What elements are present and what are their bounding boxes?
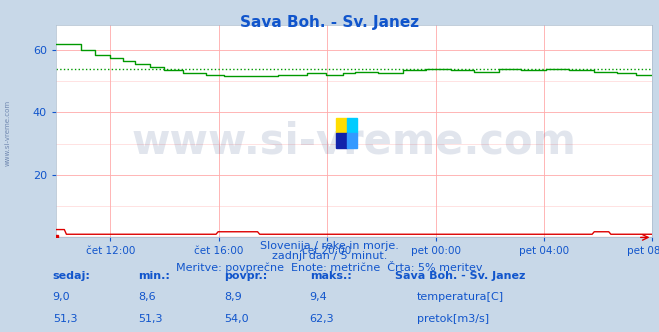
Text: www.si-vreme.com: www.si-vreme.com <box>132 121 577 163</box>
Text: 9,0: 9,0 <box>53 292 71 302</box>
Text: pretok[m3/s]: pretok[m3/s] <box>417 314 489 324</box>
Text: Slovenija / reke in morje.: Slovenija / reke in morje. <box>260 241 399 251</box>
Text: 8,9: 8,9 <box>224 292 242 302</box>
Text: temperatura[C]: temperatura[C] <box>417 292 504 302</box>
Text: sedaj:: sedaj: <box>53 271 90 281</box>
Text: zadnji dan / 5 minut.: zadnji dan / 5 minut. <box>272 251 387 261</box>
Bar <box>336 119 347 133</box>
Text: 51,3: 51,3 <box>138 314 163 324</box>
Text: Sava Boh. - Sv. Janez: Sava Boh. - Sv. Janez <box>395 271 526 281</box>
Text: 8,6: 8,6 <box>138 292 156 302</box>
Text: 51,3: 51,3 <box>53 314 77 324</box>
Text: www.si-vreme.com: www.si-vreme.com <box>5 100 11 166</box>
Text: 54,0: 54,0 <box>224 314 248 324</box>
Bar <box>347 133 357 148</box>
Bar <box>336 133 347 148</box>
Text: Meritve: povprečne  Enote: metrične  Črta: 5% meritev: Meritve: povprečne Enote: metrične Črta:… <box>176 261 483 273</box>
Text: Sava Boh. - Sv. Janez: Sava Boh. - Sv. Janez <box>240 15 419 30</box>
Text: maks.:: maks.: <box>310 271 351 281</box>
Text: min.:: min.: <box>138 271 170 281</box>
Text: povpr.:: povpr.: <box>224 271 268 281</box>
Bar <box>347 119 357 133</box>
Text: 9,4: 9,4 <box>310 292 328 302</box>
Text: 62,3: 62,3 <box>310 314 334 324</box>
